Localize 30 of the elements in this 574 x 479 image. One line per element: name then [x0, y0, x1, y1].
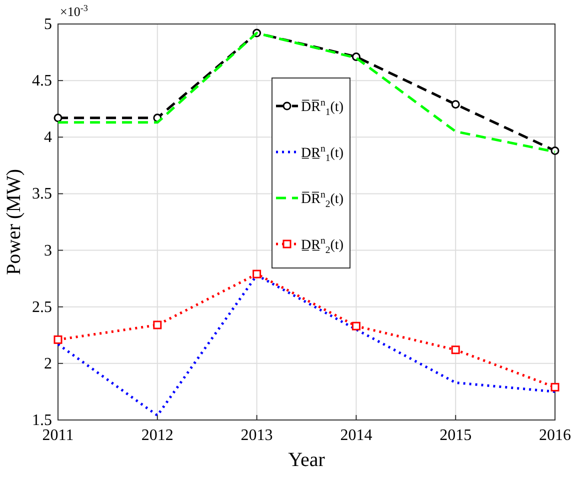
- legend-label: D̲R̲$^{n}$$_{1}$(t): [301, 143, 344, 164]
- point: [352, 322, 360, 330]
- point: [54, 335, 62, 344]
- point: [153, 320, 162, 330]
- x-tick-label: 2011: [42, 427, 74, 444]
- point: [252, 270, 262, 278]
- x-tick-label: 2013: [240, 427, 273, 444]
- y-tick-label: 5: [44, 16, 52, 33]
- text: ×10$^{-3}$: [60, 2, 88, 19]
- y-axis-title: Power (MW): [3, 168, 25, 276]
- point: [550, 146, 560, 155]
- legend-label: D̅R̅$^{n}$$_{2}$(t): [301, 189, 344, 210]
- x-tick-label: 2015: [440, 427, 472, 444]
- point: [451, 346, 460, 354]
- y-tick-label: 2: [44, 355, 52, 372]
- y-tick-label: 4.5: [32, 72, 52, 90]
- y-tick-label: 3: [44, 242, 52, 260]
- y-tick-label: 3.5: [32, 186, 52, 203]
- legend-label: D̲R̲$^{n}$$_{2}$(t): [301, 235, 344, 256]
- x-tick-label: 2012: [141, 427, 174, 444]
- x-tick-label: 2016: [539, 427, 571, 444]
- point: [451, 100, 460, 109]
- legend-label: D̅R̅$^{n}$$_{1}$(t): [301, 97, 344, 118]
- point: [550, 382, 560, 392]
- point: [54, 114, 62, 122]
- x-axis-title: Year: [288, 449, 326, 471]
- y-tick-label: 2.5: [32, 298, 52, 316]
- y-tick-label: 4: [44, 129, 52, 146]
- x-tick-label: 2014: [340, 427, 372, 444]
- y-tick-label: 1.5: [32, 412, 52, 429]
